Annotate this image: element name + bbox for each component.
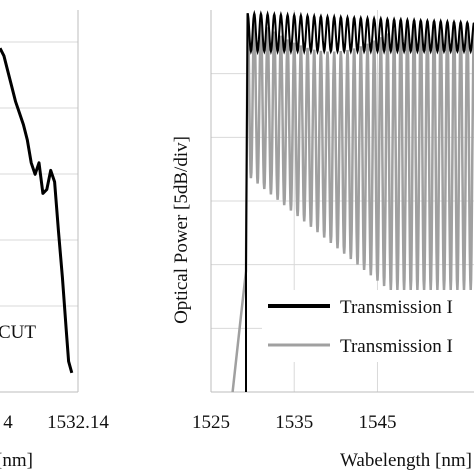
right-x-tick-label: 1535 [275, 412, 313, 433]
right-y-axis-label: Optical Power [5dB/div] [171, 136, 192, 324]
right-x-axis-label: Wabelength [nm] [340, 450, 472, 471]
right-x-tick-labels: 1525 1535 1545 [192, 412, 396, 433]
left-x-tick-label: 1532.14 [47, 412, 109, 433]
legend-background [262, 290, 474, 362]
legend-label-black: Transmission I [340, 297, 453, 318]
left-chart: CUT 4 1532.14 [nm] [0, 10, 109, 471]
left-x-axis-label: [nm] [0, 450, 33, 471]
left-series-line [0, 47, 74, 374]
left-x-tick-label: 4 [3, 412, 13, 433]
right-x-tick-label: 1525 [192, 412, 230, 433]
right-x-tick-label: 1545 [358, 412, 396, 433]
right-series-group [231, 9, 474, 393]
legend-label-gray: Transmission I [340, 336, 453, 357]
right-chart: Transmission I Transmission I 1525 1535 15… [171, 9, 474, 471]
series-line-gray [231, 13, 474, 393]
left-legend-label: CUT [0, 322, 36, 343]
series-line-black [245, 9, 474, 392]
right-legend: Transmission I Transmission I [262, 290, 474, 362]
